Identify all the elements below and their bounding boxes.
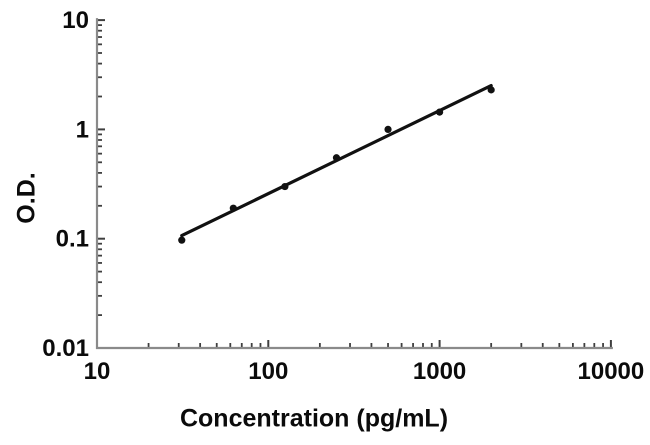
data-point	[229, 204, 237, 212]
x-tick-label: 100	[248, 358, 288, 385]
y-tick-label: 1	[76, 116, 89, 143]
data-point	[332, 154, 341, 162]
y-tick-label: 0.1	[56, 226, 89, 253]
data-point	[178, 236, 186, 244]
data-point	[487, 86, 495, 94]
data-point	[436, 108, 444, 116]
data-point	[281, 182, 289, 191]
y-tick-label: 0.01	[42, 335, 89, 362]
x-tick-label: 10000	[578, 358, 645, 385]
x-tick-label: 10	[84, 358, 111, 385]
y-axis-title: O.D.	[12, 172, 41, 224]
x-axis-title: Concentration (pg/mL)	[179, 404, 449, 433]
data-point	[384, 125, 392, 133]
x-tick-label: 1000	[413, 358, 466, 385]
y-tick-label: 10	[62, 7, 89, 34]
